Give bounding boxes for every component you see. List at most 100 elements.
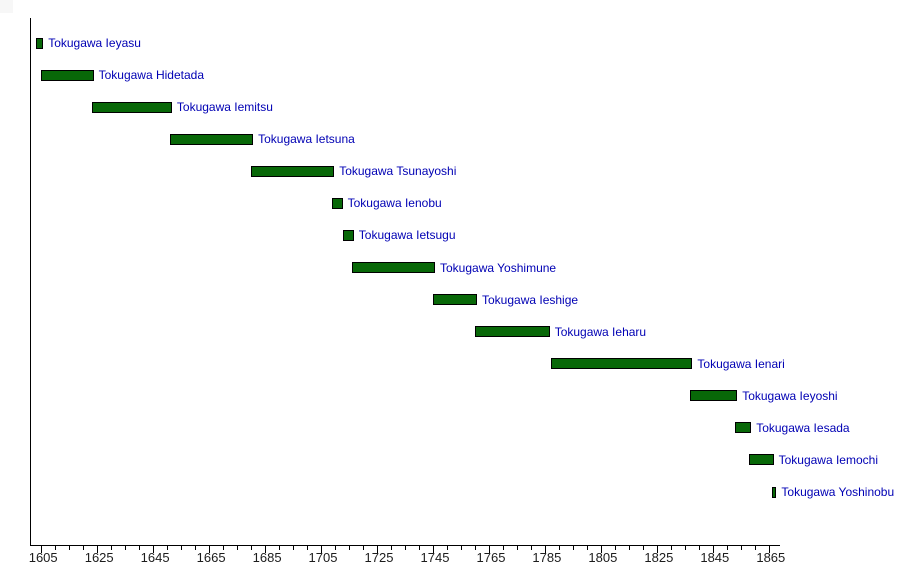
- bar-label: Tokugawa Ieshige: [482, 292, 579, 307]
- bar-label: Tokugawa Ietsugu: [358, 228, 456, 243]
- tick-label: 1765: [476, 550, 506, 565]
- major-tick: [209, 546, 211, 553]
- y-axis-line: [30, 18, 31, 545]
- bar-label: Tokugawa Ieyoshi: [742, 388, 838, 403]
- minor-tick: [502, 546, 504, 550]
- minor-tick: [642, 546, 644, 550]
- tick-label: 1725: [364, 550, 394, 565]
- minor-tick: [670, 546, 672, 550]
- minor-tick: [195, 546, 197, 550]
- x-axis-line: [30, 545, 780, 546]
- minor-tick: [475, 546, 476, 550]
- gantt-bar: [550, 358, 693, 370]
- major-tick: [544, 546, 546, 553]
- gantt-bar: [251, 165, 335, 177]
- gantt-bar: [771, 486, 777, 498]
- corner-artifact: [0, 0, 13, 13]
- major-tick: [433, 546, 434, 553]
- minor-tick: [83, 546, 85, 550]
- bar-label: Tokugawa Ieharu: [554, 324, 647, 339]
- minor-tick: [516, 546, 518, 550]
- bar-label: Tokugawa Hidetada: [98, 68, 204, 83]
- major-tick: [153, 546, 155, 553]
- major-tick: [600, 546, 602, 553]
- minor-tick: [335, 546, 336, 550]
- tick-label: 1745: [420, 550, 450, 565]
- tick-label: 1605: [28, 550, 58, 565]
- minor-tick: [251, 546, 253, 550]
- minor-tick: [754, 546, 756, 550]
- gantt-bar: [351, 262, 435, 273]
- minor-tick: [419, 546, 420, 550]
- gantt-bar: [749, 454, 774, 466]
- major-tick: [41, 546, 43, 553]
- minor-tick: [461, 546, 462, 550]
- minor-tick: [684, 546, 686, 550]
- minor-tick: [405, 546, 406, 550]
- bar-label: Tokugawa Tsunayoshi: [339, 164, 457, 179]
- major-tick: [489, 546, 490, 553]
- bar-label: Tokugawa Ieyasu: [48, 36, 141, 50]
- minor-tick: [307, 546, 309, 550]
- bar-label: Tokugawa Iesada: [756, 420, 850, 435]
- tick-label: 1645: [140, 550, 170, 565]
- minor-tick: [349, 546, 350, 550]
- minor-tick: [237, 546, 239, 550]
- minor-tick: [530, 546, 532, 550]
- tick-label: 1805: [588, 550, 618, 565]
- minor-tick: [139, 546, 141, 550]
- bar-label: Tokugawa Iemochi: [778, 452, 878, 467]
- minor-tick: [167, 546, 169, 550]
- major-tick: [656, 546, 658, 553]
- minor-tick: [293, 546, 295, 550]
- major-tick: [321, 546, 322, 553]
- minor-tick: [279, 546, 281, 550]
- minor-tick: [125, 546, 127, 550]
- tick-label: 1825: [644, 550, 674, 565]
- major-tick: [97, 546, 99, 553]
- gantt-bar: [91, 101, 172, 113]
- minor-tick: [698, 546, 700, 550]
- gantt-bar: [35, 37, 44, 49]
- gantt-bar: [690, 390, 738, 402]
- minor-tick: [223, 546, 225, 550]
- minor-tick: [447, 546, 448, 550]
- minor-tick: [740, 546, 742, 550]
- tick-label: 1665: [196, 550, 226, 565]
- gantt-bar: [41, 69, 94, 81]
- bar-label: Tokugawa Ietsuna: [258, 132, 355, 147]
- major-tick: [377, 546, 378, 553]
- gantt-bar: [332, 197, 343, 209]
- gantt-bar: [735, 422, 752, 434]
- tick-label: 1625: [84, 550, 114, 565]
- bar-label: Tokugawa Yoshimune: [440, 260, 557, 275]
- minor-tick: [614, 546, 616, 550]
- minor-tick: [572, 546, 574, 550]
- bar-label: Tokugawa Yoshinobu: [781, 485, 895, 499]
- minor-tick: [558, 546, 560, 550]
- major-tick: [712, 546, 714, 553]
- minor-tick: [391, 546, 392, 550]
- gantt-bar: [169, 133, 254, 145]
- gantt-bar: [343, 229, 354, 241]
- tick-label: 1845: [700, 550, 730, 565]
- minor-tick: [55, 546, 57, 550]
- minor-tick: [628, 546, 630, 550]
- minor-tick: [69, 546, 71, 550]
- minor-tick: [726, 546, 728, 550]
- minor-tick: [363, 546, 364, 550]
- bar-label: Tokugawa Iemitsu: [176, 100, 273, 115]
- major-tick: [265, 546, 267, 553]
- tick-label: 1685: [252, 550, 282, 565]
- tick-label: 1785: [532, 550, 562, 565]
- minor-tick: [111, 546, 113, 550]
- tick-label: 1705: [308, 550, 338, 565]
- major-tick: [768, 546, 770, 553]
- bar-label: Tokugawa Ienobu: [347, 196, 442, 211]
- gantt-bar: [475, 326, 550, 338]
- minor-tick: [181, 546, 183, 550]
- bar-label: Tokugawa Ienari: [697, 356, 785, 371]
- tick-label: 1865: [756, 550, 786, 565]
- gantt-bar: [433, 294, 477, 306]
